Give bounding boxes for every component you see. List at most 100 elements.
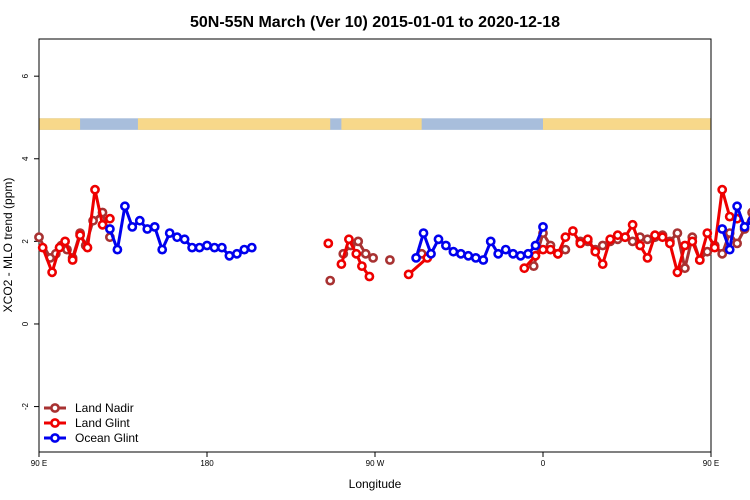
data-point xyxy=(75,230,85,241)
data-point xyxy=(665,238,675,249)
data-point xyxy=(739,221,750,232)
y-tick-label: 6 xyxy=(21,73,30,78)
data-point xyxy=(590,246,601,257)
land-strip xyxy=(543,118,711,130)
data-point xyxy=(709,242,720,253)
data-point xyxy=(90,184,100,195)
x-axis-label: Longitude xyxy=(349,477,402,491)
legend-swatch-marker xyxy=(50,433,60,443)
data-point xyxy=(642,252,653,263)
data-point xyxy=(353,236,364,247)
data-point xyxy=(717,184,728,195)
data-point xyxy=(179,234,190,245)
data-point xyxy=(351,248,362,259)
data-point xyxy=(426,248,436,259)
data-point xyxy=(246,242,257,253)
data-point xyxy=(418,228,429,238)
data-point xyxy=(224,250,235,261)
data-point xyxy=(216,242,227,253)
data-point xyxy=(523,248,533,259)
data-point xyxy=(642,234,653,245)
data-point xyxy=(620,232,630,243)
data-point xyxy=(343,234,354,245)
data-point xyxy=(485,236,496,247)
data-point xyxy=(657,232,668,243)
y-tick-label: 4 xyxy=(21,156,30,161)
data-point xyxy=(97,219,108,230)
data-point xyxy=(364,271,375,282)
data-point xyxy=(500,244,511,255)
y-axis-label: XCO2 - MLO trend (ppm) xyxy=(1,178,15,313)
data-point xyxy=(672,228,683,238)
y-axis: -2 0 2 4 6 xyxy=(21,73,39,410)
data-point xyxy=(360,248,371,259)
data-point xyxy=(597,240,608,251)
data-point xyxy=(478,255,489,265)
data-point xyxy=(515,250,526,261)
data-point xyxy=(67,255,78,265)
data-point xyxy=(687,236,698,247)
data-point xyxy=(323,238,334,249)
chart-title: 50N-55N March (Ver 10) 2015-01-01 to 202… xyxy=(190,14,560,31)
data-point xyxy=(202,240,212,251)
data-point xyxy=(717,224,728,234)
data-point xyxy=(433,234,444,245)
data-point xyxy=(384,255,395,265)
data-point xyxy=(732,238,742,249)
data-point xyxy=(239,244,250,255)
data-point xyxy=(37,242,48,253)
data-point xyxy=(694,255,705,265)
data-point xyxy=(127,221,138,232)
data-point xyxy=(702,246,713,257)
land-strip xyxy=(137,118,331,130)
data-point xyxy=(120,201,130,212)
series-layer xyxy=(34,184,750,286)
series-land-glint xyxy=(37,184,742,282)
data-point xyxy=(717,248,728,259)
series-line xyxy=(41,188,111,274)
data-point xyxy=(530,240,541,251)
x-tick-label: 180 xyxy=(200,459,214,468)
data-point xyxy=(82,242,93,253)
data-point xyxy=(403,269,414,280)
data-point xyxy=(105,213,115,224)
y-tick-label: -2 xyxy=(21,402,30,410)
y-tick-label: 2 xyxy=(21,239,30,244)
data-point xyxy=(530,250,541,261)
data-point xyxy=(635,240,645,251)
legend-label: Ocean Glint xyxy=(75,431,139,445)
data-point xyxy=(519,263,530,274)
legend-swatch-marker xyxy=(50,403,60,413)
data-point xyxy=(336,259,347,269)
data-point xyxy=(597,259,608,269)
data-point xyxy=(34,232,44,243)
data-point xyxy=(356,261,367,271)
legend-label: Land Nadir xyxy=(75,401,134,415)
data-point xyxy=(612,230,623,241)
legend-item: Land Glint xyxy=(44,416,130,430)
land-strip xyxy=(341,118,422,130)
data-point xyxy=(440,240,451,251)
data-point xyxy=(60,236,70,247)
legend-item: Land Nadir xyxy=(44,401,134,415)
data-point xyxy=(528,261,539,271)
data-point xyxy=(54,242,65,253)
data-point xyxy=(560,244,571,255)
data-point xyxy=(575,238,586,249)
data-point xyxy=(582,234,593,245)
data-point xyxy=(493,248,504,259)
data-point xyxy=(553,248,563,259)
data-point xyxy=(463,250,474,261)
data-point xyxy=(231,248,242,259)
series-ocean-glint xyxy=(105,201,750,265)
legend-swatch-marker xyxy=(50,418,60,428)
data-point xyxy=(568,226,578,236)
data-point xyxy=(47,267,57,278)
data-point xyxy=(105,224,115,234)
x-tick-label: 90 W xyxy=(366,459,385,468)
data-point xyxy=(538,221,548,232)
data-point xyxy=(650,230,660,241)
data-point xyxy=(627,219,638,230)
